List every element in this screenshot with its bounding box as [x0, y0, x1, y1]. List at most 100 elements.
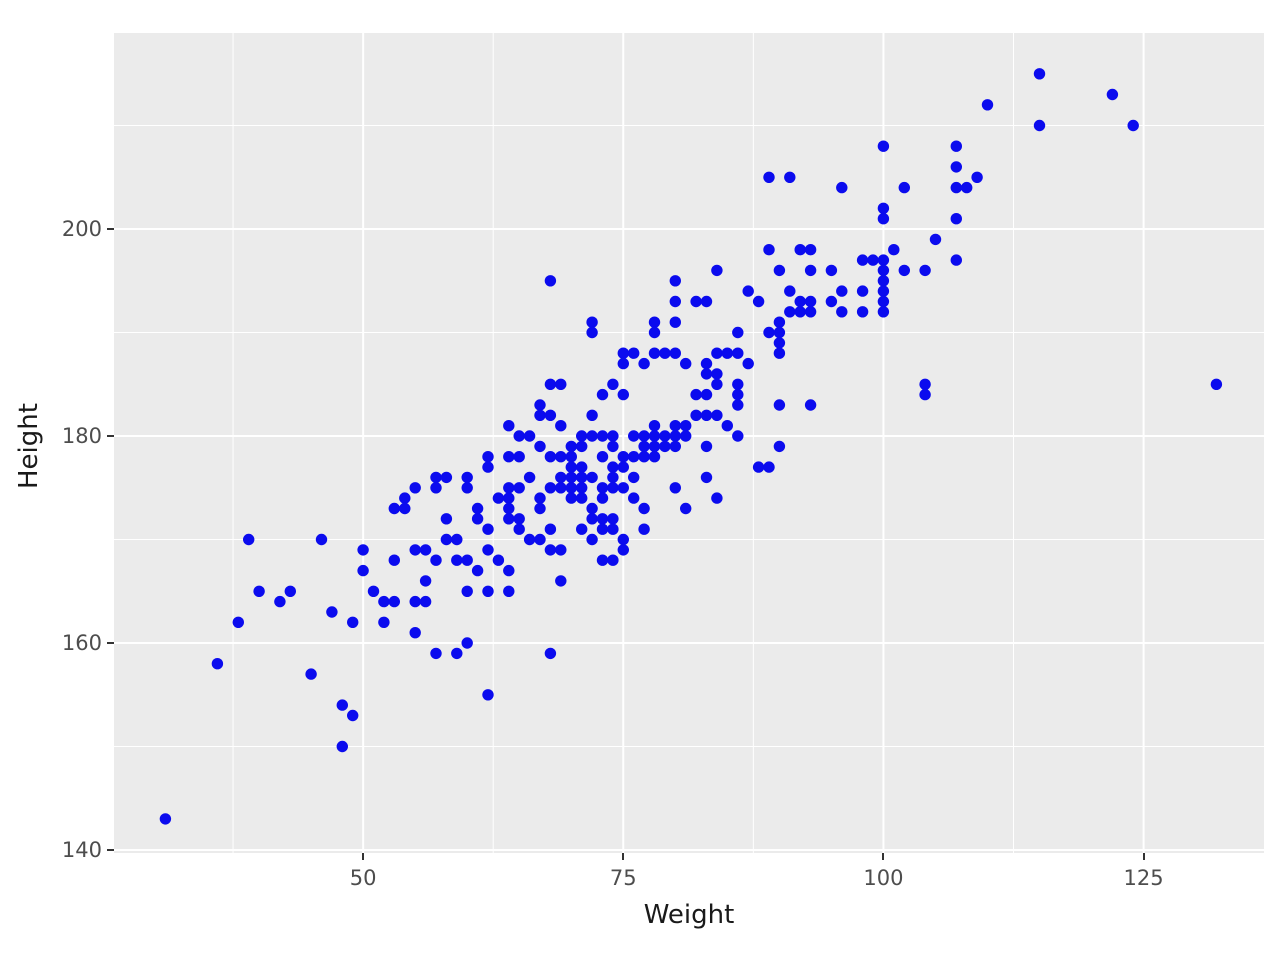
data-point	[399, 502, 411, 515]
data-point	[596, 482, 609, 494]
data-point	[628, 492, 640, 504]
data-point	[159, 813, 172, 825]
data-point	[669, 347, 681, 359]
data-point	[409, 544, 421, 556]
data-point	[836, 181, 848, 194]
data-point	[523, 471, 536, 484]
data-point	[919, 378, 931, 390]
x-tick-label: 125	[1123, 866, 1164, 890]
data-point	[669, 295, 681, 308]
data-point	[565, 492, 577, 504]
data-point	[388, 502, 400, 515]
data-point	[919, 264, 931, 277]
data-point	[659, 347, 671, 359]
data-point	[471, 513, 484, 525]
data-point	[773, 440, 786, 453]
data-point	[825, 295, 838, 308]
data-point	[607, 440, 619, 453]
x-axis-title: Weight	[643, 900, 735, 930]
data-point	[461, 554, 473, 566]
data-point	[804, 399, 817, 411]
data-point	[669, 482, 681, 494]
data-point	[523, 533, 536, 546]
data-point	[752, 295, 765, 308]
data-point	[576, 471, 588, 484]
data-point	[461, 471, 473, 484]
data-point	[482, 461, 494, 473]
data-point	[877, 275, 890, 287]
data-point	[367, 585, 380, 597]
data-point	[555, 575, 567, 587]
data-point	[669, 275, 681, 287]
data-point	[544, 482, 557, 494]
data-point	[690, 295, 702, 308]
data-point	[440, 513, 453, 525]
data-point	[607, 513, 619, 525]
data-point	[638, 440, 650, 453]
data-point	[669, 420, 681, 432]
data-point	[565, 482, 577, 494]
data-point	[534, 409, 546, 421]
data-point	[430, 647, 442, 660]
data-point	[576, 482, 588, 494]
data-point	[461, 585, 473, 597]
data-point	[586, 502, 598, 515]
data-point	[1033, 119, 1046, 132]
data-point	[669, 430, 681, 442]
data-point	[544, 451, 557, 463]
data-point	[617, 347, 629, 359]
data-point	[503, 482, 515, 494]
x-tick-mark	[622, 853, 625, 860]
data-point	[378, 616, 390, 628]
data-point	[617, 357, 629, 370]
data-point	[638, 502, 650, 515]
data-point	[763, 171, 775, 183]
data-point	[919, 388, 931, 401]
data-point	[544, 544, 557, 556]
data-point	[638, 430, 650, 442]
data-point	[513, 482, 525, 494]
data-point	[544, 378, 557, 390]
data-point	[388, 595, 400, 608]
data-point	[586, 430, 598, 442]
data-point	[794, 244, 806, 256]
data-point	[544, 275, 557, 287]
data-point	[950, 161, 962, 173]
data-point	[315, 533, 328, 546]
data-point	[794, 295, 806, 308]
data-point	[482, 451, 494, 463]
data-point	[232, 616, 244, 628]
data-point	[336, 740, 348, 753]
data-point	[451, 554, 463, 566]
data-point	[451, 533, 463, 546]
data-point	[856, 285, 869, 297]
data-point	[763, 326, 775, 339]
x-tick-mark	[882, 853, 885, 860]
x-tick-label: 75	[609, 866, 637, 890]
data-point	[430, 554, 442, 566]
data-point	[836, 285, 848, 297]
data-point	[274, 595, 286, 608]
data-point	[503, 451, 515, 463]
data-point	[576, 523, 588, 535]
data-point	[409, 595, 421, 608]
data-point	[825, 264, 838, 277]
data-point	[617, 461, 629, 473]
data-point	[898, 264, 910, 277]
data-point	[648, 440, 661, 453]
data-point	[544, 523, 557, 535]
data-point	[1033, 68, 1046, 80]
data-point	[711, 378, 723, 390]
data-point	[482, 544, 494, 556]
data-point	[877, 213, 890, 225]
data-point	[555, 420, 567, 432]
data-point	[700, 368, 713, 380]
data-point	[565, 461, 577, 473]
data-point	[867, 254, 879, 266]
data-point	[648, 451, 661, 463]
data-point	[981, 99, 994, 111]
data-point	[513, 451, 525, 463]
data-point	[596, 388, 609, 401]
data-point	[378, 595, 390, 608]
